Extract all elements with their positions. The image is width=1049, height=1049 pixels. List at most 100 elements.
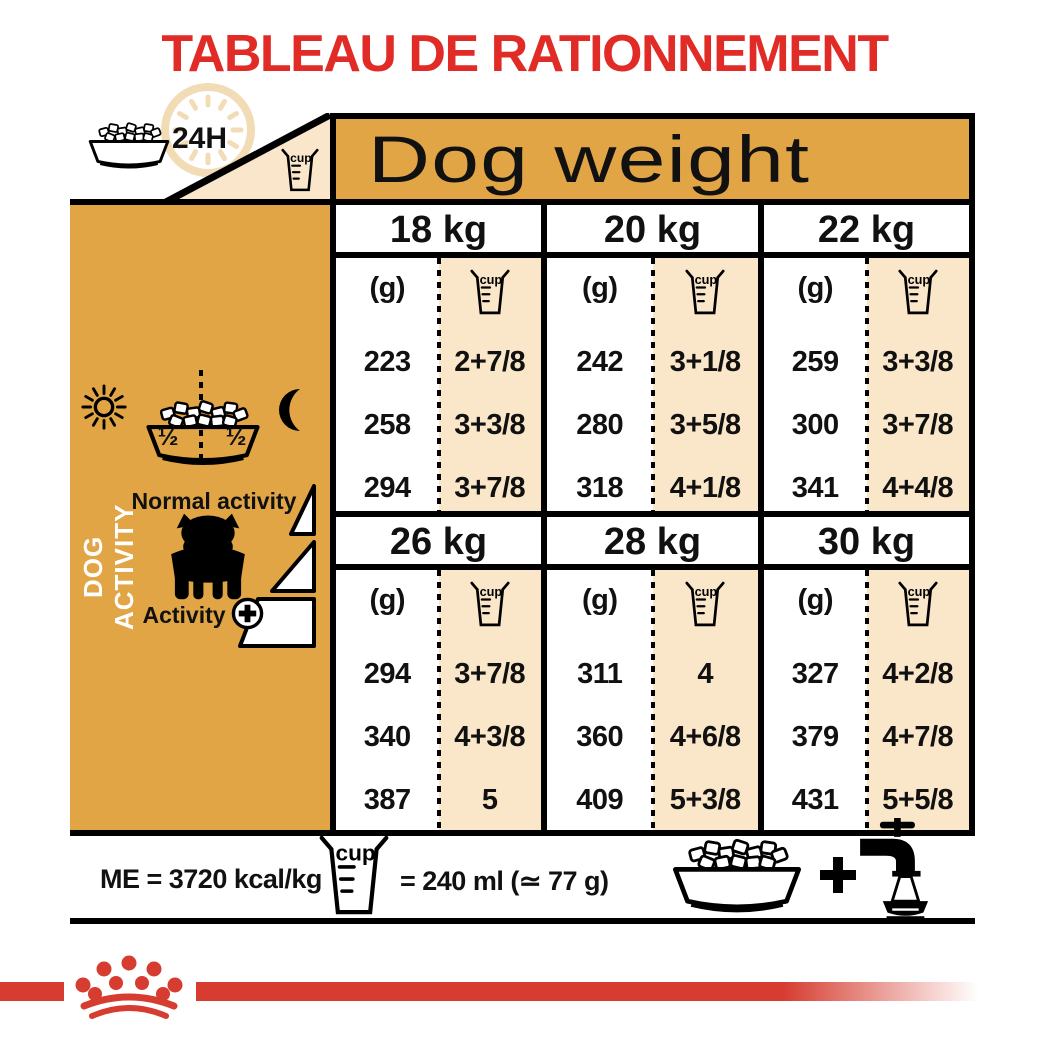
divider: [70, 199, 975, 205]
grams-value: 341: [791, 472, 839, 504]
measuring-cup-icon: cup: [898, 269, 938, 315]
grams-header: (g): [581, 584, 618, 616]
cups-value: 4+1/8: [669, 472, 741, 504]
plus-icon: [820, 857, 856, 893]
dotted-divider: [864, 258, 869, 511]
table-border: [330, 511, 975, 517]
weight-header: 28 kg: [603, 521, 702, 563]
cups-value: 4+7/8: [882, 721, 954, 753]
grams-value: 280: [576, 409, 624, 441]
grams-value: 379: [791, 721, 839, 753]
half-portion-right: ½: [225, 423, 247, 451]
dog-weight-header: Dog weight: [330, 113, 975, 205]
cups-value: 3+7/8: [454, 472, 526, 504]
cups-value: 4: [697, 658, 714, 690]
royal-canin-crown-icon: [75, 955, 183, 1019]
table-border: [541, 205, 547, 836]
kibble-bowl-icon: [88, 122, 170, 169]
brand-stripe-right: [196, 982, 978, 1001]
cup-column-bg: [438, 258, 541, 511]
table-border: [758, 205, 764, 836]
cups-value: 4+2/8: [882, 658, 954, 690]
dotted-divider: [436, 570, 441, 830]
cup-label: cup: [695, 272, 718, 287]
cups-value: 5: [481, 784, 498, 816]
plus-circle-icon: [231, 597, 264, 630]
cup-column-bg: [866, 570, 969, 830]
half-portion-left: ½: [157, 423, 179, 451]
ration-cell-18kg: (g) cup 223 2+7/8 258 3+3/8 294 3+7/8: [336, 258, 541, 511]
measuring-cup-icon: cup: [685, 581, 725, 627]
grams-value: 294: [363, 472, 411, 504]
cup-equivalence-label: = 240 ml (≃ 77 g): [400, 866, 609, 896]
grams-header: (g): [797, 584, 834, 616]
cup-label: cup: [695, 584, 718, 599]
ration-cell-26kg: (g) cup 294 3+7/8 340 4+3/8 387 5: [336, 570, 541, 830]
cups-value: 3+7/8: [882, 409, 954, 441]
cups-value: 3+7/8: [454, 658, 526, 690]
cup-column-bg: [866, 258, 969, 511]
24h-label: 24H: [172, 122, 228, 155]
grams-header: (g): [797, 272, 834, 304]
cup-label: cup: [479, 584, 502, 599]
moon-icon: [279, 389, 300, 431]
grams-value: 242: [576, 346, 624, 378]
grams-header: (g): [581, 272, 618, 304]
grams-header: (g): [369, 584, 406, 616]
dog-weight-label: Dog weight: [368, 122, 811, 196]
cup-label: cup: [336, 840, 376, 865]
grams-value: 294: [363, 658, 411, 690]
cups-value: 2+7/8: [454, 346, 526, 378]
cups-value: 3+1/8: [669, 346, 741, 378]
measuring-cup-icon: cup: [898, 581, 938, 627]
grams-value: 387: [363, 784, 411, 816]
grams-header: (g): [369, 272, 406, 304]
dog-activity-sidebar: ½ ½ DOG ACTIVITY Normal activity Activit…: [70, 205, 330, 830]
measuring-cup-icon: cup: [470, 581, 510, 627]
cups-value: 5+5/8: [882, 784, 954, 816]
dotted-divider: [650, 258, 655, 511]
table-border: [969, 205, 975, 836]
activity-steps-icon: [238, 484, 316, 648]
table-border: [330, 252, 975, 258]
grams-value: 311: [577, 658, 623, 690]
corner-diagonal: [164, 113, 332, 205]
cups-value: 5+3/8: [669, 784, 741, 816]
page-title: TABLEAU DE RATIONNEMENT: [161, 25, 889, 83]
weight-header: 30 kg: [817, 521, 916, 563]
dotted-divider: [436, 258, 441, 511]
grams-value: 259: [791, 346, 839, 378]
ration-cell-28kg: (g) cup 311 4 360 4+6/8 409 5+3/8: [547, 570, 758, 830]
kibble-bowl-half-icon: [146, 400, 260, 466]
cups-value: 3+3/8: [454, 409, 526, 441]
kibble-bowl-icon: [672, 838, 802, 913]
weight-header: 22 kg: [817, 209, 916, 251]
weight-header: 26 kg: [389, 521, 488, 563]
grams-value: 300: [791, 409, 839, 441]
measuring-cup-icon: cup: [319, 835, 389, 915]
cup-label: cup: [907, 272, 930, 287]
cup-label: cup: [290, 151, 311, 165]
cups-value: 4+6/8: [669, 721, 741, 753]
grams-value: 258: [363, 409, 411, 441]
cup-column-bg: [652, 258, 758, 511]
measuring-cup-icon: cup: [685, 269, 725, 315]
cup-column-bg: [438, 570, 541, 830]
grams-value: 318: [576, 472, 624, 504]
weight-header: 18 kg: [389, 209, 488, 251]
brand-stripe-left: [0, 982, 64, 1001]
cup-label: cup: [479, 272, 502, 287]
divider: [70, 918, 975, 924]
grams-value: 340: [363, 721, 411, 753]
grams-value: 327: [791, 658, 839, 690]
ration-cell-20kg: (g) cup 242 3+1/8 280 3+5/8 318 4+1/8: [547, 258, 758, 511]
measuring-cup-icon: cup: [281, 148, 319, 192]
24h-clock-icon: [161, 83, 255, 177]
cups-value: 3+5/8: [669, 409, 741, 441]
cups-value: 4+3/8: [454, 721, 526, 753]
energy-label: ME = 3720 kcal/kg: [100, 864, 322, 894]
table-border: [330, 205, 336, 836]
bulldog-icon: [171, 513, 245, 600]
cup-label: cup: [907, 584, 930, 599]
table-border: [330, 564, 975, 570]
